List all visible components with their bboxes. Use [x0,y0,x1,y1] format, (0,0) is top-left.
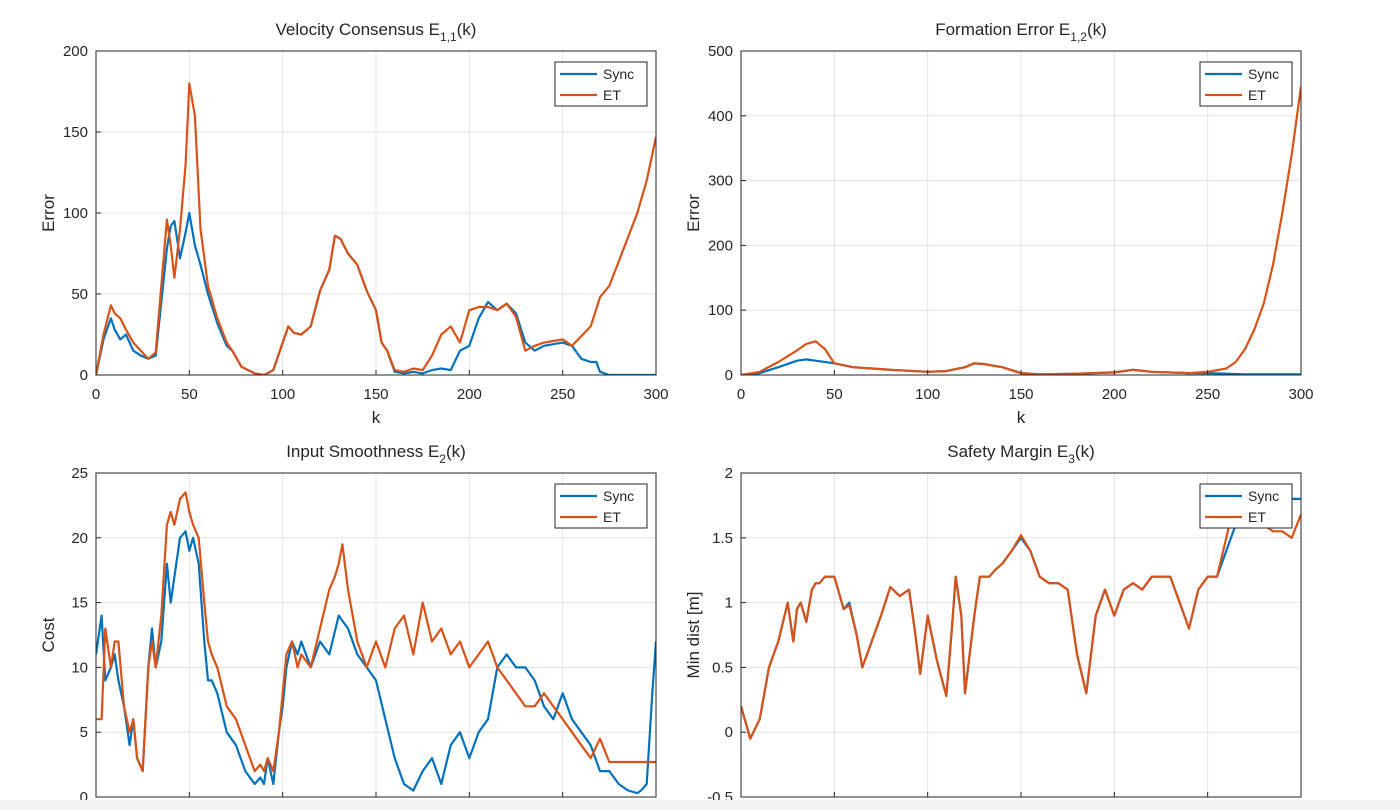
legend: Sync ET [554,483,648,529]
legend-label-sync: Sync [1248,488,1279,504]
legend-label-sync: Sync [603,66,634,82]
x-axis-label: k [372,408,381,427]
y-tick-label: 500 [708,43,733,60]
x-tick-label: 50 [181,386,198,403]
x-tick-label: 50 [826,386,843,403]
chart-title: Velocity Consensus E1,1(k) [276,20,477,44]
y-tick-label: 1.5 [712,530,733,547]
y-tick-label: 200 [708,237,733,254]
legend-label-et: ET [1248,509,1266,525]
x-tick-label: 250 [1195,386,1220,403]
legend-box [1199,61,1293,107]
y-tick-label: 100 [708,302,733,319]
y-axis-label: Min dist [m] [684,592,703,679]
legend: Sync ET [1199,483,1293,529]
x-tick-label: 150 [363,386,388,403]
chart-3: 0 5 10 15 20 25 Input Smoothness E2(k) Cost Sync… [39,442,657,806]
x-tick-label: 100 [270,386,295,403]
bottom-strip [0,800,1400,810]
chart-title: Input Smoothness E2(k) [286,442,466,466]
y-tick-label: 2 [725,465,733,482]
x-tick-label: 300 [1288,386,1313,403]
legend: Sync ET [554,61,648,107]
x-tick-label: 250 [550,386,575,403]
y-tick-label: 400 [708,108,733,125]
chart-title: Safety Margin E3(k) [947,442,1094,466]
legend-label-et: ET [603,87,621,103]
y-tick-label: 50 [71,286,88,303]
x-tick-label: 200 [457,386,482,403]
x-axis-label: k [1017,408,1026,427]
y-tick-label: 100 [63,205,88,222]
y-tick-label: 300 [708,173,733,190]
y-tick-label: 5 [80,724,88,741]
y-tick-label: 0 [80,367,88,384]
legend-label-et: ET [1248,87,1266,103]
y-tick-label: 20 [71,530,88,547]
y-tick-label: 0.5 [712,659,733,676]
y-tick-label: 10 [71,659,88,676]
y-tick-label: 1 [725,595,733,612]
legend: Sync ET [1199,61,1293,107]
y-tick-label: 150 [63,124,88,141]
y-tick-label: 25 [71,465,88,482]
x-tick-label: 150 [1008,386,1033,403]
y-tick-label: 0 [725,724,733,741]
y-tick-label: 200 [63,43,88,60]
legend-label-sync: Sync [603,488,634,504]
y-axis-label: Cost [39,617,58,652]
chart-1: 0 50 100 150 200 250 300 0 50 100 150 200 Velocity C… [39,20,669,427]
x-tick-label: 0 [92,386,100,403]
x-tick-label: 100 [915,386,940,403]
legend-label-et: ET [603,509,621,525]
chart-2: 0 50 100 150 200 250 300 0 100 200 300 400 500 Format… [684,20,1314,427]
legend-box [1199,483,1293,529]
legend-box [554,61,648,107]
legend-label-sync: Sync [1248,66,1279,82]
y-tick-label: 0 [80,789,88,806]
legend-box [554,483,648,529]
x-tick-label: 200 [1102,386,1127,403]
x-tick-label: 0 [737,386,745,403]
y-axis-label: Error [39,194,58,232]
x-tick-label: 300 [643,386,668,403]
y-axis-label: Error [684,194,703,232]
series-line-et [96,491,656,773]
y-tick-label: 0 [725,367,733,384]
series-line-et [96,82,656,375]
chart-title: Formation Error E1,2(k) [935,20,1107,44]
series-line-et [741,484,1301,740]
y-tick-label: 15 [71,595,88,612]
